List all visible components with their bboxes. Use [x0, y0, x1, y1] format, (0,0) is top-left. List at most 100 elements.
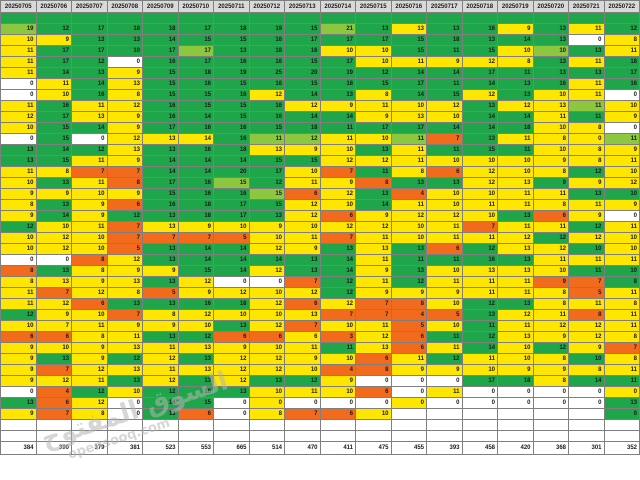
cell[interactable]: 10 — [390, 221, 427, 233]
total-cell[interactable]: 420 — [497, 441, 534, 455]
cell[interactable]: 12 — [0, 111, 37, 123]
cell[interactable] — [213, 419, 250, 431]
cell[interactable]: 8 — [142, 309, 179, 321]
total-cell[interactable]: 470 — [284, 441, 321, 455]
cell[interactable]: 17 — [461, 67, 498, 79]
cell[interactable]: 17 — [177, 23, 214, 35]
column-header[interactable]: 20250717 — [426, 0, 463, 13]
cell[interactable]: 8 — [71, 254, 108, 266]
cell[interactable]: 0 — [248, 276, 285, 288]
cell[interactable]: 13 — [532, 23, 569, 35]
cell[interactable] — [35, 12, 72, 24]
cell[interactable]: 11 — [568, 78, 605, 90]
cell[interactable]: 8 — [568, 122, 605, 134]
cell[interactable]: 11 — [0, 287, 37, 299]
cell[interactable]: 6 — [284, 331, 321, 343]
cell[interactable]: 0 — [603, 210, 640, 222]
cell[interactable]: 7 — [603, 342, 640, 354]
cell[interactable]: 0 — [213, 397, 250, 409]
cell[interactable]: 12 — [355, 67, 392, 79]
cell[interactable]: 11 — [426, 78, 463, 90]
cell[interactable]: 25 — [248, 67, 285, 79]
cell[interactable]: 11 — [71, 221, 108, 233]
cell[interactable] — [142, 12, 179, 24]
cell[interactable]: 11 — [390, 144, 427, 156]
cell[interactable]: 13 — [0, 397, 37, 409]
cell[interactable]: 13 — [461, 265, 498, 277]
column-header[interactable]: 20250720 — [532, 0, 569, 13]
cell[interactable]: 12 — [0, 309, 37, 321]
total-cell[interactable]: 301 — [568, 441, 605, 455]
cell[interactable] — [426, 408, 463, 420]
cell[interactable]: 19 — [248, 23, 285, 35]
cell[interactable] — [461, 12, 498, 24]
cell[interactable]: 18 — [177, 210, 214, 222]
cell[interactable] — [71, 430, 108, 442]
cell[interactable]: 14 — [142, 34, 179, 46]
column-header[interactable]: 20250716 — [390, 0, 427, 13]
cell[interactable]: 13 — [497, 265, 534, 277]
cell[interactable]: 8 — [532, 287, 569, 299]
cell[interactable]: 9 — [0, 210, 37, 222]
cell[interactable]: 13 — [142, 298, 179, 310]
cell[interactable]: 13 — [106, 298, 143, 310]
cell[interactable]: 6 — [319, 210, 356, 222]
cell[interactable]: 7 — [35, 364, 72, 376]
cell[interactable]: 14 — [390, 67, 427, 79]
cell[interactable]: 12 — [177, 276, 214, 288]
cell[interactable]: 7 — [106, 166, 143, 178]
cell[interactable]: 12 — [497, 309, 534, 321]
cell[interactable]: 10 — [426, 265, 463, 277]
cell[interactable]: 10 — [603, 100, 640, 112]
cell[interactable]: 8 — [532, 353, 569, 365]
cell[interactable]: 11 — [603, 155, 640, 167]
cell[interactable]: 12 — [461, 243, 498, 255]
cell[interactable]: 0 — [603, 89, 640, 101]
cell[interactable]: 11 — [461, 353, 498, 365]
cell[interactable]: 13 — [106, 78, 143, 90]
cell[interactable]: 11 — [461, 320, 498, 332]
cell[interactable]: 11 — [603, 309, 640, 321]
cell[interactable]: 11 — [426, 331, 463, 343]
cell[interactable]: 11 — [0, 166, 37, 178]
cell[interactable]: 11 — [568, 298, 605, 310]
cell[interactable]: 11 — [319, 133, 356, 145]
cell[interactable]: 9 — [568, 342, 605, 354]
cell[interactable]: 0 — [497, 386, 534, 398]
cell[interactable]: 8 — [603, 276, 640, 288]
cell[interactable]: 7 — [106, 232, 143, 244]
cell[interactable]: 11 — [568, 254, 605, 266]
cell[interactable]: 18 — [213, 23, 250, 35]
cell[interactable]: 12 — [248, 320, 285, 332]
cell[interactable]: 9 — [106, 122, 143, 134]
cell[interactable]: 13 — [142, 144, 179, 156]
cell[interactable]: 18 — [142, 23, 179, 35]
cell[interactable]: 6 — [426, 166, 463, 178]
cell[interactable]: 15 — [284, 78, 321, 90]
cell[interactable] — [248, 419, 285, 431]
cell[interactable]: 9 — [532, 276, 569, 288]
cell[interactable]: 13 — [319, 243, 356, 255]
cell[interactable]: 12 — [532, 243, 569, 255]
cell[interactable]: 13 — [568, 45, 605, 57]
cell[interactable]: 12 — [213, 364, 250, 376]
cell[interactable]: 13 — [106, 276, 143, 288]
cell[interactable]: 12 — [284, 287, 321, 299]
cell[interactable]: 12 — [177, 331, 214, 343]
cell[interactable]: 9 — [426, 364, 463, 376]
cell[interactable]: 12 — [71, 364, 108, 376]
cell[interactable]: 7 — [177, 232, 214, 244]
cell[interactable]: 7 — [319, 166, 356, 178]
cell[interactable]: 12 — [426, 210, 463, 222]
cell[interactable]: 10 — [0, 243, 37, 255]
cell[interactable]: 13 — [532, 100, 569, 112]
cell[interactable]: 13 — [532, 56, 569, 68]
cell[interactable]: 12 — [603, 177, 640, 189]
cell[interactable]: 18 — [319, 78, 356, 90]
cell[interactable]: 15 — [390, 34, 427, 46]
cell[interactable]: 6 — [426, 243, 463, 255]
cell[interactable]: 10 — [319, 199, 356, 211]
cell[interactable]: 8 — [497, 56, 534, 68]
cell[interactable]: 9 — [106, 188, 143, 200]
cell[interactable]: 8 — [71, 331, 108, 343]
